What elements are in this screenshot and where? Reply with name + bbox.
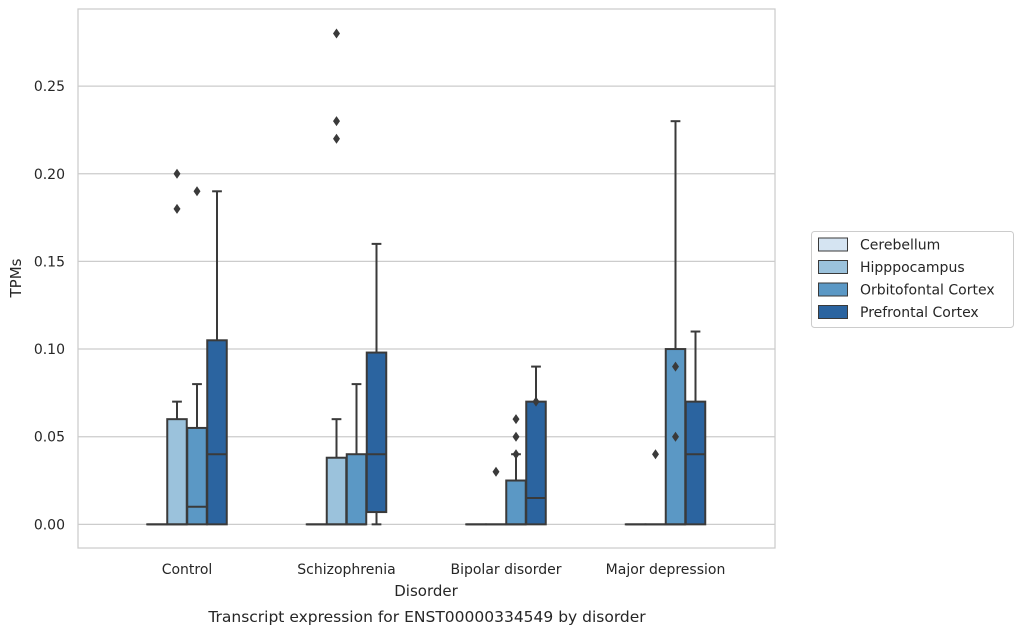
y-axis-label: TPMs [7,258,25,298]
legend-swatch [819,306,848,319]
box-rect [327,458,347,525]
x-tick-label: Major depression [606,562,726,578]
legend-swatch [819,283,848,296]
y-tick-labels: 0.00 0.05 0.10 0.15 0.20 0.25 [34,79,65,533]
legend-label: Prefrontal Cortex [860,305,979,321]
box-rect [526,402,546,525]
box-rect [367,353,387,513]
legend-swatch [819,238,848,251]
y-tick-label: 0.10 [34,342,65,358]
box-rect [347,454,367,524]
x-tick-labels: Control Schizophrenia Bipolar disorder Majo… [162,562,726,578]
x-tick-label: Control [162,562,213,578]
y-tick-label: 0.00 [34,517,65,533]
x-axis-label: Disorder [394,582,458,600]
box-rect [506,481,526,525]
legend-label: Cerebellum [860,238,940,254]
legend-label: Orbitofontal Cortex [860,283,995,299]
legend-swatch [819,261,848,274]
box-rect [167,419,187,524]
y-tick-label: 0.15 [34,254,65,270]
legend-label: Hipppocampus [860,260,965,276]
y-tick-label: 0.05 [34,430,65,446]
box-rect [207,340,227,524]
box-rect [686,402,706,525]
x-tick-label: Bipolar disorder [450,562,561,578]
chart-caption: Transcript expression for ENST0000033454… [207,608,646,626]
box-rect [187,428,207,524]
y-tick-label: 0.25 [34,79,65,95]
y-tick-label: 0.20 [34,167,65,183]
x-tick-label: Schizophrenia [297,562,395,578]
legend: Cerebellum Hipppocampus Orbitofontal Corte… [812,232,1014,328]
